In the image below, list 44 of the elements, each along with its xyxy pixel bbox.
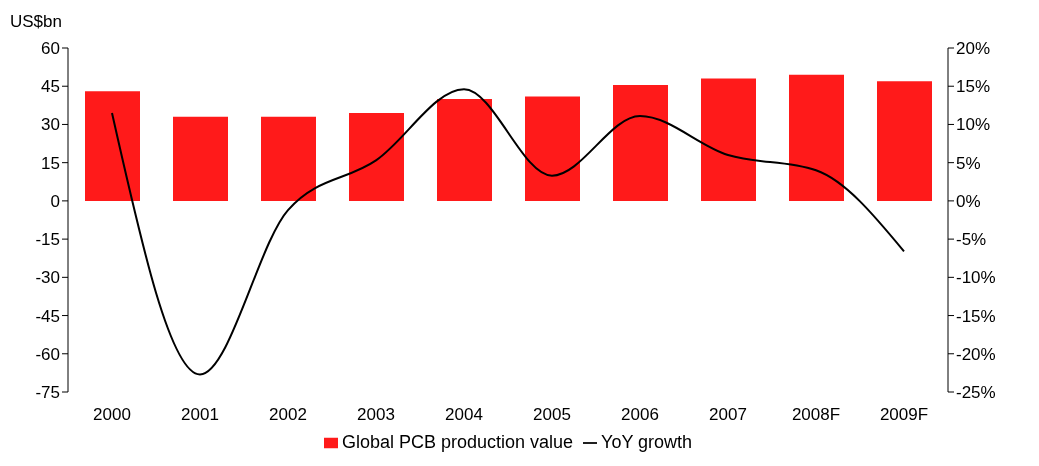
x-tick-label: 2002	[269, 405, 307, 425]
x-tick-label: 2000	[93, 405, 131, 425]
x-tick-label: 2009F	[879, 405, 929, 425]
y2-tick-label: 10%	[956, 115, 991, 135]
y-tick-label: 30	[41, 115, 60, 135]
bar	[173, 116, 228, 201]
y-tick-label: -45	[35, 306, 60, 326]
x-tick-label: 2003	[357, 405, 395, 425]
line-series	[111, 88, 905, 376]
legend-label: YoY growth	[601, 432, 693, 452]
y-tick-label: -75	[35, 383, 60, 403]
x-tick-label: 2006	[621, 405, 659, 425]
y2-tick-label: -10%	[956, 268, 996, 288]
y2-tick-label: 0%	[956, 191, 981, 211]
y2-tick-label: -25%	[956, 383, 996, 403]
bar	[437, 98, 492, 201]
y2-tick-label: -20%	[956, 344, 996, 364]
y2-tick-label: 15%	[956, 77, 991, 97]
y-tick-label: -15	[35, 230, 60, 250]
y2-tick-label: -15%	[956, 306, 996, 326]
y-tick-label: 0	[50, 191, 60, 211]
x-tick-label: 2007	[709, 405, 747, 425]
x-tick-label: 2005	[533, 405, 571, 425]
bar	[349, 112, 404, 201]
y-tick-label: 45	[41, 77, 60, 97]
bar	[701, 78, 756, 201]
y2-tick-label: 5%	[956, 153, 981, 173]
x-tick-label: 2004	[445, 405, 483, 425]
bar	[613, 84, 668, 201]
bar	[85, 91, 140, 201]
y-tick-label: 15	[41, 153, 60, 173]
legend-label: Global PCB production value	[341, 432, 574, 452]
x-tick-label: 2001	[181, 405, 219, 425]
y2-tick-label: -5%	[956, 230, 987, 250]
bar	[877, 81, 932, 201]
y-tick-label: 60	[41, 39, 60, 59]
y-axis-title: US$bn	[10, 12, 62, 32]
bar	[525, 96, 580, 201]
bar	[789, 74, 844, 201]
y-tick-label: -30	[35, 268, 60, 288]
y-tick-label: -60	[35, 344, 60, 364]
y2-tick-label: 20%	[956, 39, 991, 59]
bar	[261, 116, 316, 201]
x-tick-label: 2008F	[791, 405, 841, 425]
